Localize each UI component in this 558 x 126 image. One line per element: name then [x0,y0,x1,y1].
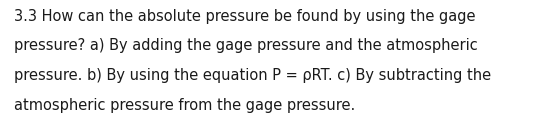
Text: 3.3 How can the absolute pressure be found by using the gage: 3.3 How can the absolute pressure be fou… [14,9,475,24]
Text: pressure? a) By adding the gage pressure and the atmospheric: pressure? a) By adding the gage pressure… [14,38,478,53]
Text: pressure. b) By using the equation P = ρRT. c) By subtracting the: pressure. b) By using the equation P = ρ… [14,68,491,83]
Text: atmospheric pressure from the gage pressure.: atmospheric pressure from the gage press… [14,98,355,113]
